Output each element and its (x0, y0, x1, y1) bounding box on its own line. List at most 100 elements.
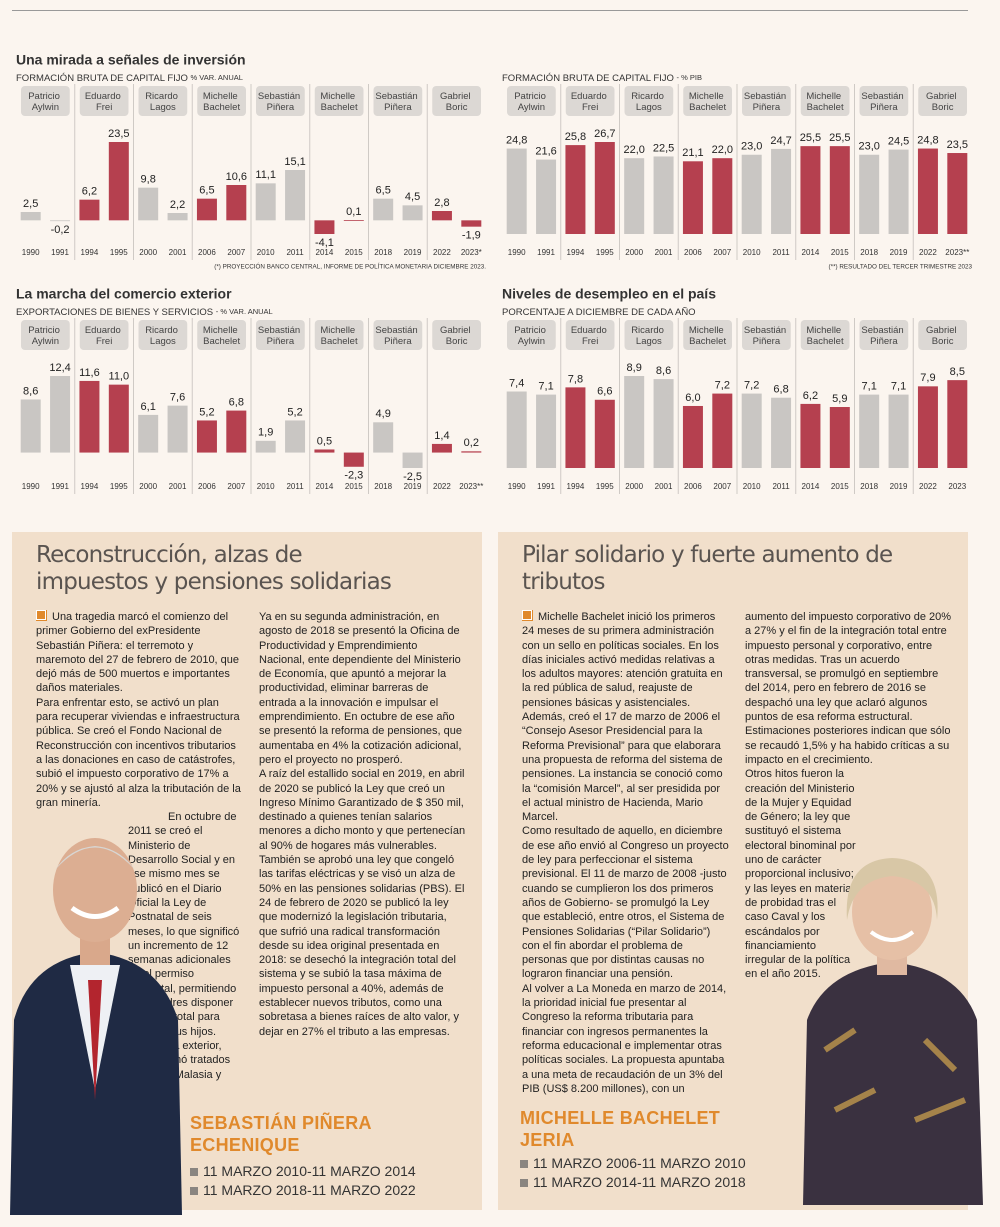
value-label: 7,1 (891, 381, 906, 393)
article-body: Una tragedia marcó el comienzo del prime… (36, 610, 466, 1102)
bar (859, 154, 880, 234)
value-label: 23,5 (108, 128, 129, 140)
value-label: 7,1 (862, 381, 877, 393)
value-label: -2,3 (344, 470, 363, 482)
government-label: Sebastián Piñera (258, 91, 303, 113)
x-tick-label: 2015 (831, 248, 849, 257)
government-label: Patricio Aylwin (28, 91, 62, 113)
bar (800, 146, 821, 234)
bar (138, 414, 159, 453)
bar (314, 449, 335, 453)
bar (79, 199, 100, 221)
paragraph: A raíz del estallido social en 2019, en … (259, 768, 466, 1038)
bar (947, 153, 968, 234)
value-label: 23,5 (947, 139, 968, 151)
x-tick-label: 2022 (919, 248, 937, 257)
value-label: 4,9 (376, 408, 391, 420)
x-tick-label: 2006 (684, 248, 702, 257)
bar (343, 452, 364, 467)
bar (829, 407, 850, 468)
bar (624, 158, 645, 234)
value-label: 25,5 (800, 132, 821, 144)
government-tab (21, 320, 70, 350)
government-tab (314, 320, 364, 350)
paragraph: Al volver a La Moneda en marzo de 2014, … (522, 611, 952, 1095)
value-label: 6,5 (199, 185, 214, 197)
x-tick-label: 1994 (81, 248, 99, 257)
value-label: 5,2 (287, 406, 302, 418)
bar (594, 142, 615, 234)
top-rule (12, 10, 968, 11)
x-tick-label: 2007 (713, 248, 731, 257)
government-tab (314, 86, 364, 116)
value-label: 21,6 (535, 145, 556, 157)
value-label: 5,2 (199, 406, 214, 418)
portrait-photo (10, 838, 182, 1215)
bar (741, 393, 762, 468)
value-label: 2,8 (434, 197, 449, 209)
x-tick-label: 2010 (257, 248, 275, 257)
value-label: 7,2 (715, 379, 730, 391)
value-label: 11,1 (255, 169, 276, 181)
bar (461, 220, 482, 227)
x-tick-label: 2014 (802, 248, 820, 257)
x-tick-label: 1991 (51, 248, 69, 257)
term: 11 MARZO 2006-11 MARZO 2010 (520, 1154, 746, 1173)
government-tab (256, 86, 305, 116)
bar (947, 380, 968, 468)
bar (800, 403, 821, 468)
bar (108, 384, 129, 453)
bar (226, 410, 247, 453)
value-label: 6,2 (82, 186, 97, 198)
government-tab (624, 86, 674, 116)
x-tick-label: 2023** (945, 248, 969, 257)
x-tick-label: 1995 (596, 482, 614, 491)
x-tick-label: 2010 (743, 482, 761, 491)
bar (653, 379, 674, 468)
x-tick-label: 2018 (374, 248, 392, 257)
government-tab (683, 86, 732, 116)
bar (343, 220, 364, 221)
chart-title: Una mirada a señales de inversión (16, 52, 246, 68)
government-label: Gabriel Boric (440, 91, 473, 113)
x-tick-label: 2006 (198, 482, 216, 491)
bar (167, 213, 188, 221)
chart: FORMACIÓN BRUTA DE CAPITAL FIJO - % PIB P… (502, 73, 972, 271)
unit-text: - % VAR. ANUAL (216, 307, 273, 316)
chart-title: Niveles de desempleo en el país (502, 286, 716, 302)
x-tick-label: 1990 (508, 248, 526, 257)
term: 11 MARZO 2010-11 MARZO 2014 (190, 1162, 416, 1181)
chart: Niveles de desempleo en el país PORCENTAJ… (502, 286, 968, 494)
value-label: 24,7 (770, 135, 791, 147)
bar (771, 148, 792, 234)
government-tab (138, 320, 188, 350)
term: 11 MARZO 2018-11 MARZO 2022 (190, 1181, 416, 1200)
government-tab (197, 86, 246, 116)
bar (461, 451, 482, 453)
value-label: 6,2 (803, 390, 818, 402)
bar (285, 170, 306, 221)
x-tick-label: 2019 (890, 482, 908, 491)
x-tick-label: 2018 (860, 482, 878, 491)
chart-subtitle: EXPORTACIONES DE BIENES Y SERVICIOS - % … (16, 307, 273, 318)
government-label: Patricio Aylwin (28, 325, 62, 347)
bar (431, 211, 452, 221)
value-label: 5,9 (832, 393, 847, 405)
value-label: 1,9 (258, 427, 273, 439)
value-label: 22,5 (653, 142, 674, 154)
government-tab (197, 320, 246, 350)
bar (226, 185, 247, 221)
value-label: 11,6 (79, 367, 100, 379)
government-label: Michelle Bachelet (320, 91, 358, 113)
bar (594, 399, 615, 468)
value-label: -0,2 (51, 224, 70, 236)
x-tick-label: 2015 (345, 482, 363, 491)
x-tick-label: 1995 (596, 248, 614, 257)
value-label: 7,1 (538, 381, 553, 393)
government-label: Michelle Bachelet (203, 91, 241, 113)
bar (373, 422, 394, 453)
x-tick-label: 2023 (948, 482, 966, 491)
bar (888, 394, 909, 468)
